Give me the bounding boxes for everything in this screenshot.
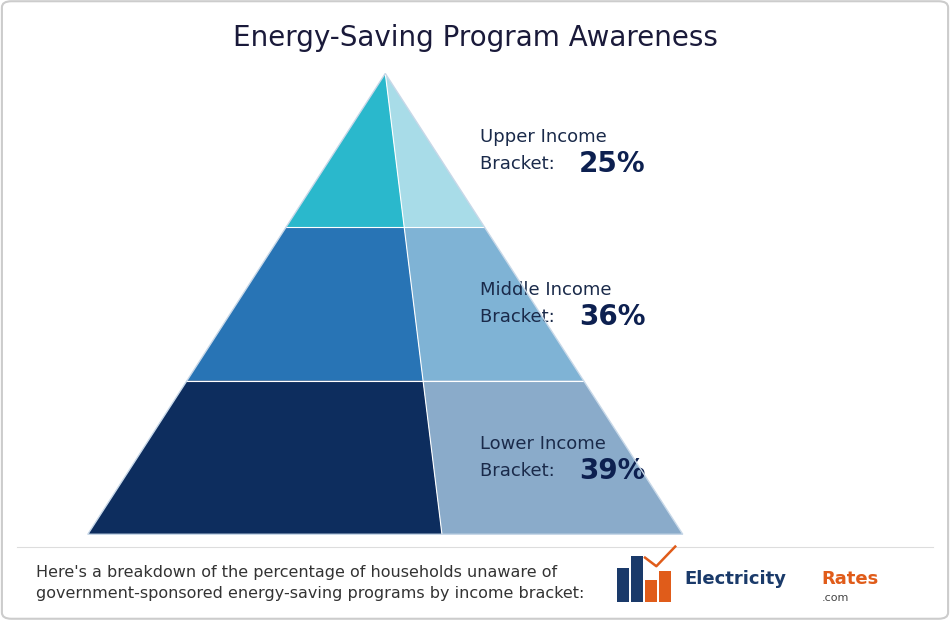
- Polygon shape: [286, 73, 404, 227]
- Text: Energy-Saving Program Awareness: Energy-Saving Program Awareness: [233, 24, 717, 53]
- Text: Bracket:: Bracket:: [480, 155, 560, 173]
- Text: Bracket:: Bracket:: [480, 462, 560, 480]
- Text: Bracket:: Bracket:: [480, 308, 560, 326]
- Text: Upper Income: Upper Income: [480, 128, 606, 146]
- Text: Electricity: Electricity: [685, 570, 787, 588]
- Polygon shape: [386, 73, 484, 227]
- Polygon shape: [87, 381, 442, 534]
- Bar: [617, 568, 629, 602]
- Text: 39%: 39%: [579, 457, 645, 485]
- Polygon shape: [187, 227, 423, 381]
- Text: Middle Income: Middle Income: [480, 281, 611, 299]
- Text: Rates: Rates: [822, 570, 879, 588]
- Bar: [631, 556, 643, 602]
- Text: 36%: 36%: [579, 303, 645, 331]
- Bar: [645, 580, 657, 602]
- Text: government-sponsored energy-saving programs by income bracket:: government-sponsored energy-saving progr…: [36, 587, 584, 601]
- Text: Here's a breakdown of the percentage of households unaware of: Here's a breakdown of the percentage of …: [36, 565, 557, 580]
- Polygon shape: [423, 381, 683, 534]
- Text: .com: .com: [822, 593, 849, 603]
- Text: Lower Income: Lower Income: [480, 435, 605, 453]
- Polygon shape: [404, 227, 583, 381]
- Bar: [659, 571, 672, 602]
- Text: 25%: 25%: [579, 150, 645, 178]
